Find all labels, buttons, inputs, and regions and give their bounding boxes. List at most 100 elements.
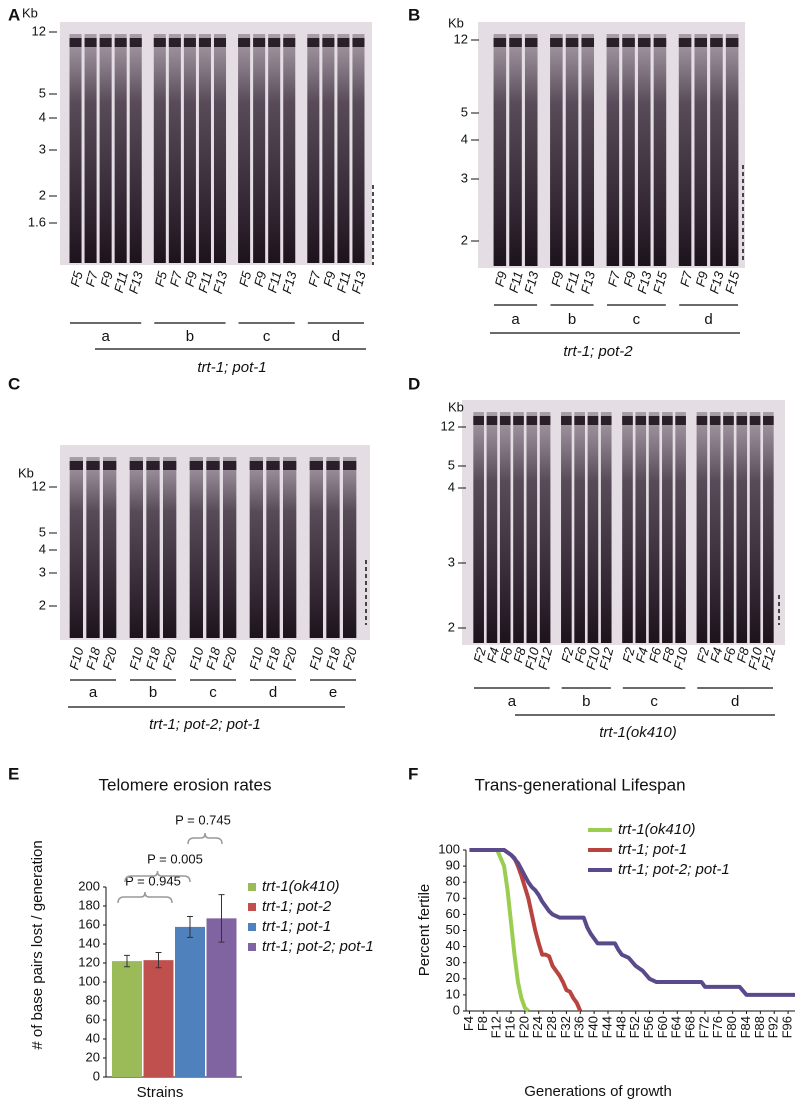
y-axis-label: Percent fertile (416, 884, 433, 977)
gel-band (69, 461, 83, 470)
gel-lane (129, 457, 143, 638)
group-label: a (89, 684, 98, 701)
group-label: d (731, 693, 739, 710)
lane-label: F9 (693, 270, 711, 289)
lane-label: F9 (182, 270, 200, 289)
x-tick-label: F84 (738, 1016, 753, 1038)
group-label: a (511, 311, 520, 328)
bar (206, 918, 237, 1077)
gel-band (606, 38, 620, 47)
gel-lane (637, 34, 651, 266)
lane-label: F20 (280, 645, 300, 671)
size-marker-label: 2 (39, 597, 46, 612)
size-marker-label: 3 (39, 564, 46, 579)
gel-band (675, 416, 686, 425)
gel-lane (493, 34, 507, 266)
gel-band (266, 461, 280, 470)
legend-swatch (248, 903, 256, 911)
legend-swatch (248, 943, 256, 951)
p-value: P = 0.745 (175, 812, 231, 827)
size-unit: Kb (18, 465, 34, 480)
gel-lane (183, 34, 196, 263)
gel-band (129, 461, 143, 470)
gel-lane (565, 34, 579, 266)
genotype: trt-1; pot-1 (197, 359, 266, 376)
chart-title: Trans-generational Lifespan (474, 775, 685, 794)
y-tick-label: 60 (446, 906, 460, 921)
x-tick-label: F64 (669, 1016, 684, 1038)
lane-label: F11 (562, 270, 582, 295)
gel-band (550, 38, 563, 47)
chart-title: Telomere erosion rates (99, 775, 272, 794)
x-tick-label: F48 (613, 1016, 628, 1038)
y-tick-label: 100 (78, 973, 100, 988)
lane-label: F4 (707, 646, 725, 665)
lane-label: F10 (583, 645, 603, 671)
gel-lane (694, 34, 708, 266)
error-bar (155, 952, 162, 969)
gel-band (213, 38, 227, 47)
error-bar (218, 894, 225, 943)
bar (175, 926, 205, 1077)
x-tick-label: F44 (599, 1016, 614, 1038)
gel-lane (696, 412, 708, 643)
gel-lane (163, 457, 177, 638)
gel-band (189, 461, 203, 470)
gel-band (653, 38, 667, 47)
size-marker-label: 5 (39, 524, 46, 539)
size-marker-label: 2 (39, 187, 46, 202)
y-axis-label: # of base pairs lost / generation (29, 840, 46, 1049)
gel-band (486, 416, 498, 425)
size-marker-label: 12 (441, 418, 455, 433)
gel-lane (309, 457, 323, 638)
panel-letter: E (8, 764, 19, 783)
lane-label: F2 (558, 645, 577, 664)
y-tick-label: 180 (78, 897, 100, 912)
gel-band (526, 416, 538, 425)
lane-label: F13 (126, 269, 146, 295)
y-tick-label: 40 (86, 1030, 100, 1045)
legend-label: trt-1; pot-1 (262, 918, 331, 935)
group-label: b (582, 693, 590, 710)
size-marker-label: 5 (461, 104, 468, 119)
x-tick-label: F12 (489, 1016, 504, 1038)
lane-label: F10 (186, 645, 206, 671)
gel-lane (206, 457, 220, 638)
gel-band (326, 461, 340, 470)
gel-band (662, 416, 673, 425)
genotype: trt-1; pot-2; pot-1 (149, 716, 261, 733)
gel-lane (725, 34, 739, 266)
panel-letter: B (408, 5, 420, 24)
y-tick-label: 120 (78, 954, 100, 969)
lane-label: F15 (650, 269, 670, 295)
gel-band (509, 38, 522, 47)
lane-label: F18 (203, 645, 223, 671)
y-tick-label: 40 (446, 938, 460, 953)
lane-label: F2 (694, 645, 713, 664)
gel-lane (635, 412, 647, 643)
gel-band (99, 38, 112, 47)
lane-label: F10 (522, 645, 542, 671)
gel-lane (103, 457, 117, 638)
lane-label: F4 (484, 646, 502, 665)
gel-lane (600, 412, 612, 643)
size-marker-label: 4 (39, 109, 46, 124)
error-bar (124, 954, 130, 968)
x-tick-label: F52 (627, 1016, 642, 1038)
gel-lane (114, 34, 127, 263)
y-tick-label: 50 (446, 922, 460, 937)
lane-label: F7 (305, 269, 324, 288)
lane-label: F13 (210, 269, 230, 295)
group-label: a (101, 328, 110, 345)
x-tick-label: F56 (641, 1016, 656, 1038)
lane-label: F6 (497, 645, 516, 664)
panel-letter: A (8, 5, 20, 24)
gel-lane (581, 34, 595, 266)
x-tick-label: F28 (544, 1016, 559, 1038)
gel-band (736, 416, 748, 425)
group-label: b (186, 328, 194, 345)
panel-letter: D (408, 374, 420, 393)
gel-band (600, 416, 612, 425)
lane-label: F7 (677, 269, 696, 288)
gel-band (238, 38, 251, 47)
